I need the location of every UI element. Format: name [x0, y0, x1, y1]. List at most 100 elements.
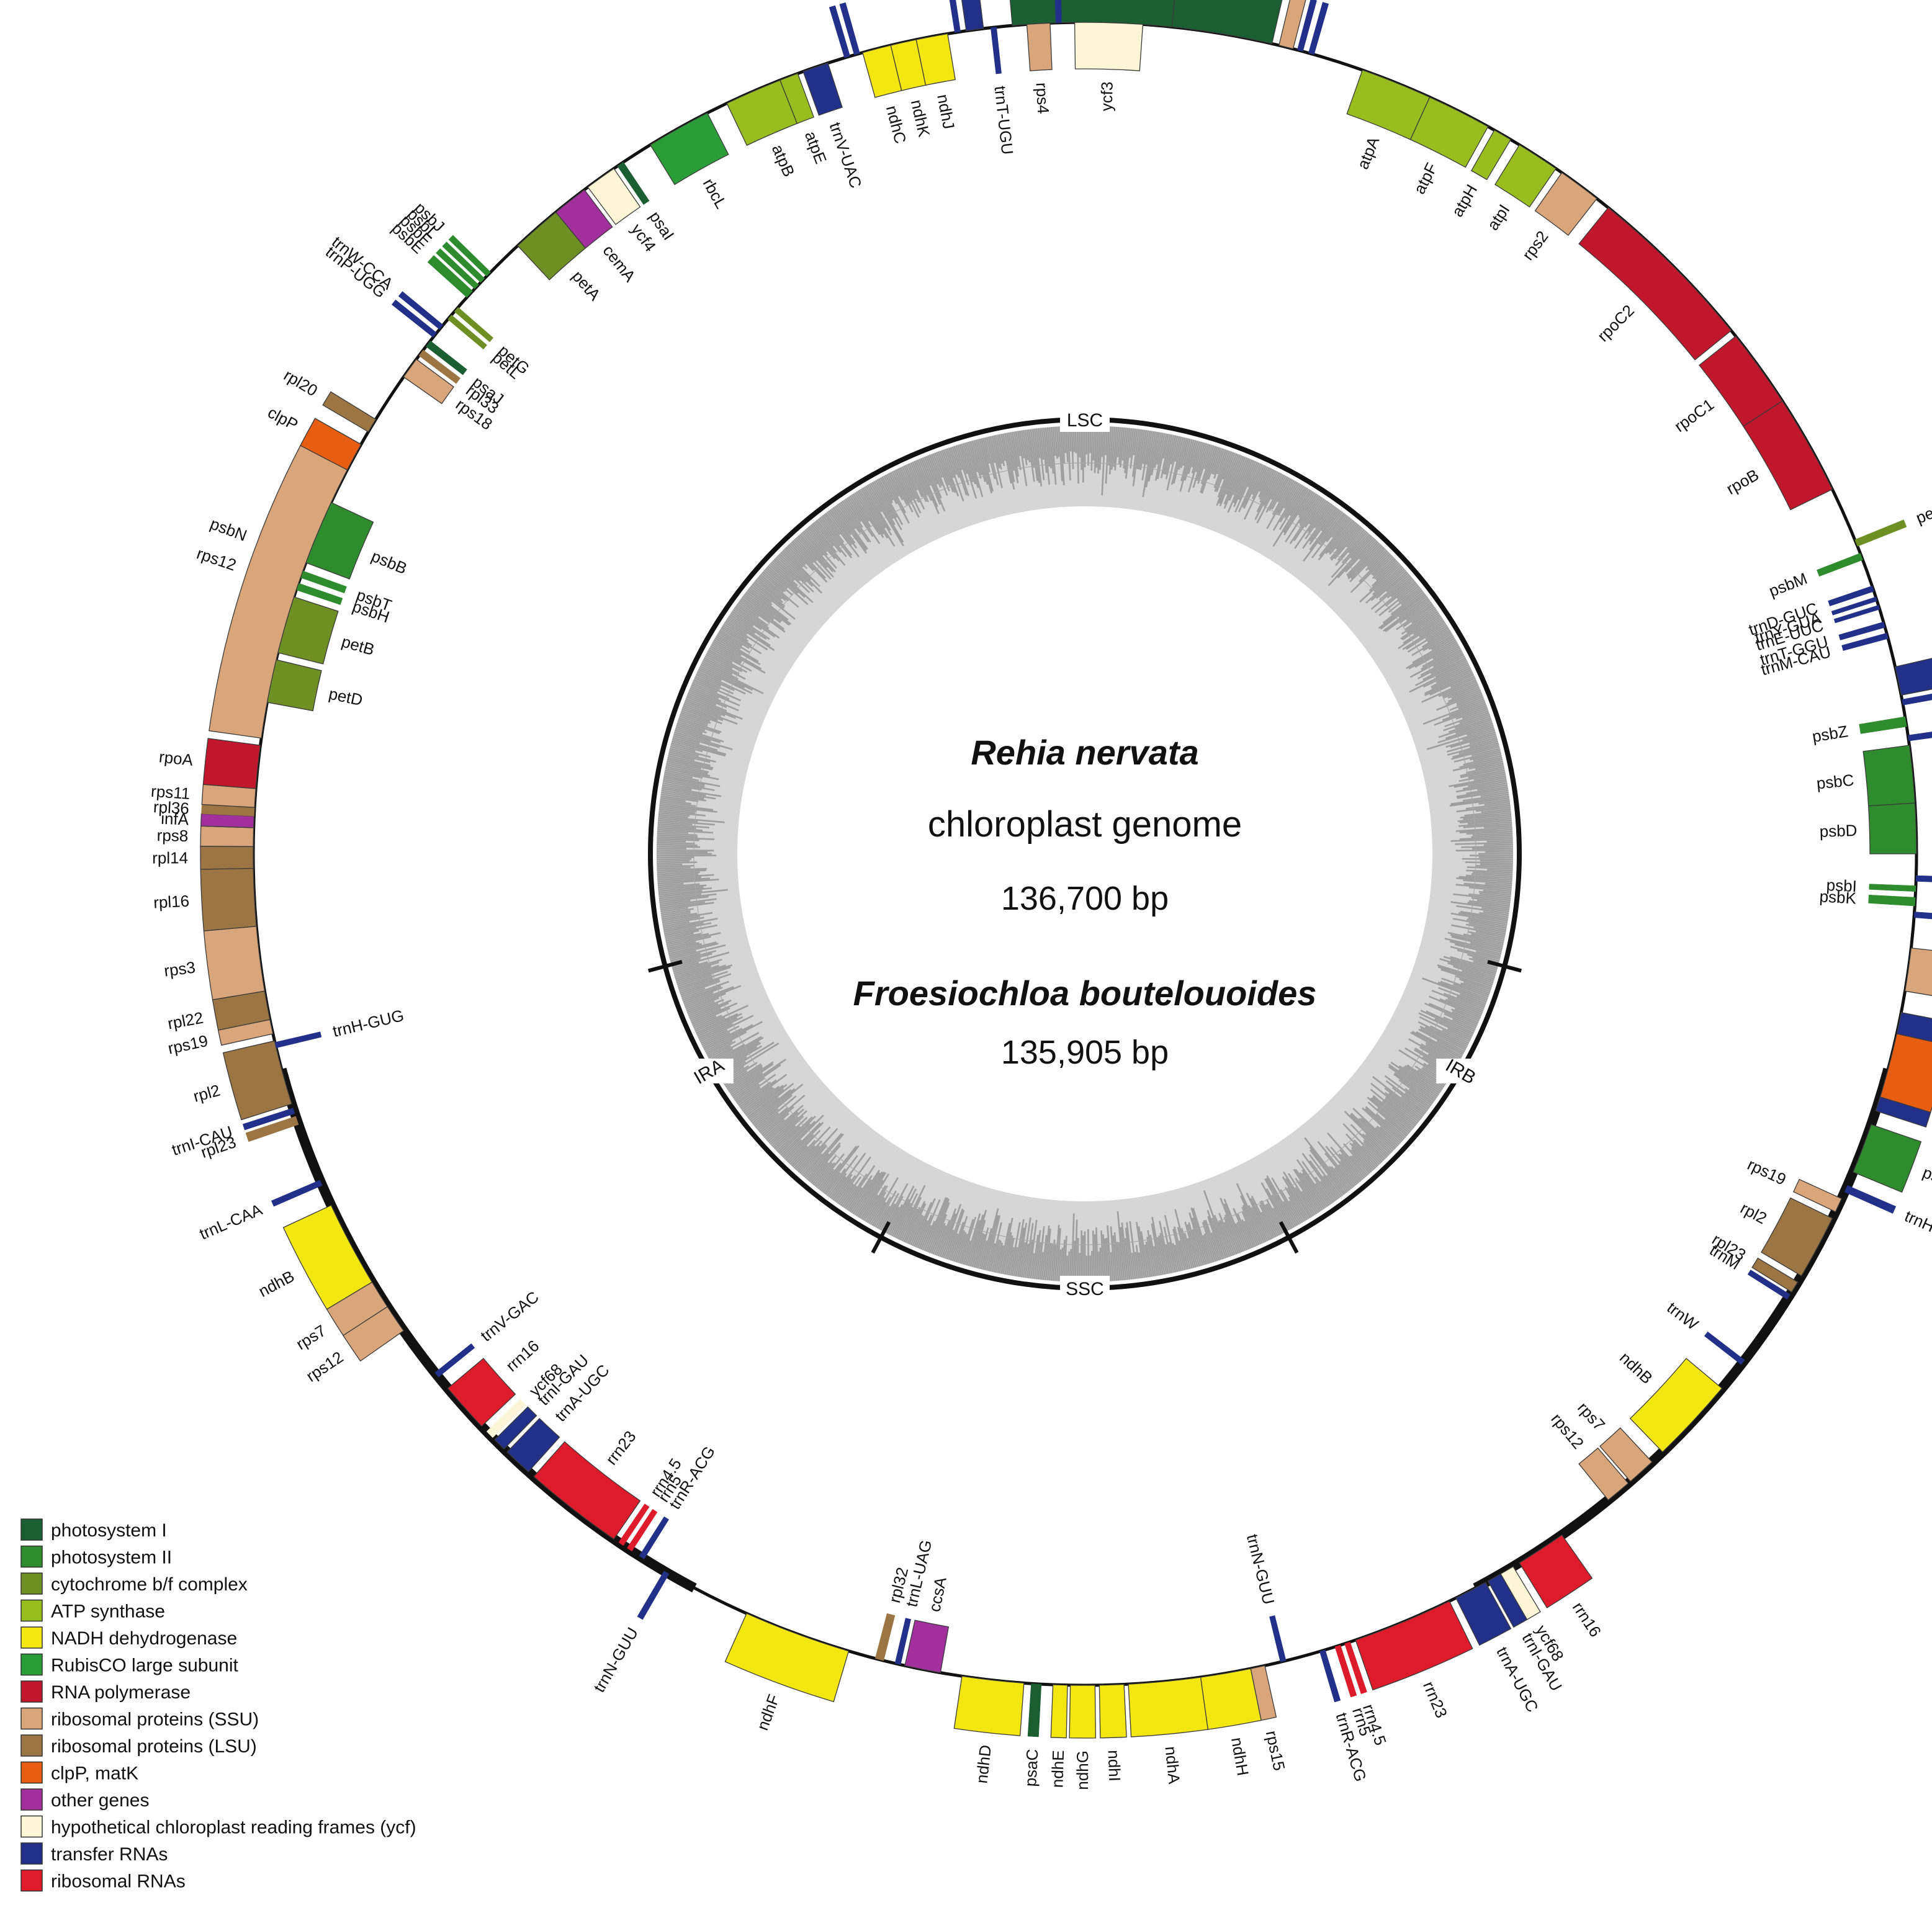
gene-label-rps19: rps19	[166, 1031, 210, 1058]
gene-trnl-uaa	[961, 0, 984, 32]
legend-item: NADH dehydrogenase	[51, 1628, 237, 1649]
gene-psbl	[442, 241, 485, 283]
gene-petg	[454, 307, 494, 343]
gene-label-ndhc: ndhC	[883, 104, 910, 146]
region-label-bg	[1060, 1276, 1110, 1301]
region-label-bg	[1060, 407, 1110, 432]
region-boundary	[1487, 960, 1522, 973]
gene-ycf68	[486, 1399, 526, 1438]
gene-atpe	[780, 73, 815, 124]
gene-ndhh	[1200, 1668, 1262, 1730]
gene-label-rpoa: rpoA	[158, 747, 194, 769]
gene-label-peta: petA	[568, 267, 604, 304]
gene-label-atpb: atpB	[768, 141, 799, 179]
legend-item: ribosomal proteins (LSU)	[51, 1736, 257, 1757]
gene-label-trnw: trnW	[1663, 1298, 1702, 1334]
gene-label-rps12: rps12	[303, 1348, 347, 1386]
gc-content-bars	[656, 425, 1514, 1283]
gene-label-petd: petD	[327, 684, 364, 709]
gene-label-ndhb: ndhB	[1616, 1348, 1656, 1387]
gene-trni-cau	[242, 1108, 295, 1131]
gene-label-rrn23: rrn23	[1419, 1679, 1451, 1721]
gene-label-rps3: rps3	[163, 957, 196, 980]
gene-label-ycf3: ycf3	[1097, 81, 1116, 112]
gene-ndhd	[953, 1675, 1025, 1736]
gene-rps14	[1278, 0, 1306, 50]
gene-label-rpl16: rpl16	[153, 892, 189, 912]
gene-rrn5	[627, 1508, 658, 1552]
gene-label-rps15: rps15	[1262, 1729, 1289, 1772]
gene-label-cema: cemA	[599, 241, 639, 285]
gene-label-rps7: rps7	[293, 1321, 330, 1353]
gene-label-ndhh: ndhH	[1228, 1736, 1252, 1777]
gene-trnr-acg	[639, 1516, 669, 1559]
gene-rbcl	[649, 112, 729, 186]
gene-trnv-uac	[802, 62, 843, 116]
gene-label-psbd: psbD	[1819, 821, 1858, 841]
gene-label-psac: psaC	[1021, 1749, 1041, 1787]
gene-rpoc2	[1578, 207, 1732, 361]
region-boundary	[871, 1221, 891, 1254]
gene-rrn16	[447, 1358, 516, 1427]
gene-label-rps7: rps7	[1574, 1399, 1609, 1435]
gene-ycf3	[1074, 22, 1144, 71]
gene-rpl23	[1751, 1257, 1799, 1293]
legend-item: hypothetical chloroplast reading frames …	[51, 1818, 416, 1838]
gene-label-rps11: rps11	[150, 782, 191, 803]
gene-label-rrn23: rrn23	[602, 1427, 640, 1468]
gene-rpl14	[200, 845, 254, 870]
gene-label-rps8: rps8	[156, 826, 188, 845]
gene-psbk	[1868, 894, 1916, 907]
gene-label-trnl-caa: trnL-CAA	[197, 1200, 266, 1244]
gene-label-ndhi: ndhI	[1105, 1750, 1125, 1782]
legend-item: RNA polymerase	[51, 1682, 191, 1703]
legend-swatch	[20, 1518, 43, 1541]
gene-label-ndhd: ndhD	[972, 1744, 995, 1784]
region-circle	[648, 417, 1522, 1291]
gene-ndha	[1128, 1677, 1209, 1737]
legend-swatch	[20, 1815, 43, 1838]
gene-ccsa	[904, 1620, 950, 1674]
gene-psac	[1027, 1683, 1042, 1737]
gene-petl	[447, 315, 488, 350]
gene-label-ndhb: ndhB	[255, 1266, 297, 1301]
gene-psba	[1853, 1124, 1922, 1193]
gene-rps8	[200, 825, 254, 847]
gene-trnfm-cau	[1902, 693, 1932, 706]
gene-label-atph: atpH	[1448, 181, 1481, 220]
gene-psbj	[448, 235, 491, 277]
legend-swatch	[20, 1545, 43, 1568]
gene-ndhj	[915, 33, 956, 86]
gene-trnl-uag	[894, 1618, 912, 1665]
gene-label-trnv-uac: trnV-UAC	[826, 120, 866, 191]
gene-ndhb	[282, 1204, 373, 1310]
gene-label-rrn16: rrn16	[1569, 1598, 1605, 1640]
legend-swatch	[20, 1761, 43, 1784]
region-label-bg	[1436, 1059, 1486, 1083]
region-boundary	[1278, 1221, 1299, 1254]
gene-rps12	[1578, 1447, 1629, 1501]
gene-atph	[1471, 129, 1512, 181]
gene-label-ndhg: ndhG	[1073, 1750, 1092, 1790]
gene-trnw-cca	[398, 291, 444, 330]
region-label-lsc: LSC	[1067, 410, 1103, 431]
legend-swatch	[20, 1707, 43, 1730]
gene-ndhi	[1099, 1683, 1127, 1739]
gene-label-petn: petN	[1913, 497, 1932, 527]
gene-rrn4.5	[1344, 1641, 1367, 1695]
region-boundary	[648, 960, 683, 973]
gene-rrn5	[1334, 1644, 1357, 1698]
legend-item: photosystem II	[51, 1548, 172, 1568]
legend-item: cytochrome b/f complex	[51, 1574, 248, 1595]
gene-trnt-ggu	[1838, 621, 1885, 640]
gene-label-psba: psbA	[1920, 1163, 1932, 1193]
gene-label-trnn-guu: trnN-GUU	[1243, 1532, 1278, 1606]
gene-trnp-ugg	[391, 299, 438, 338]
gc-content-ring	[656, 425, 1514, 1283]
gene-label-rpl2: rpl2	[1737, 1199, 1769, 1228]
gene-label-petb: petB	[339, 632, 377, 659]
gene-track	[200, 0, 1932, 1739]
gene-rpl33	[418, 349, 461, 384]
